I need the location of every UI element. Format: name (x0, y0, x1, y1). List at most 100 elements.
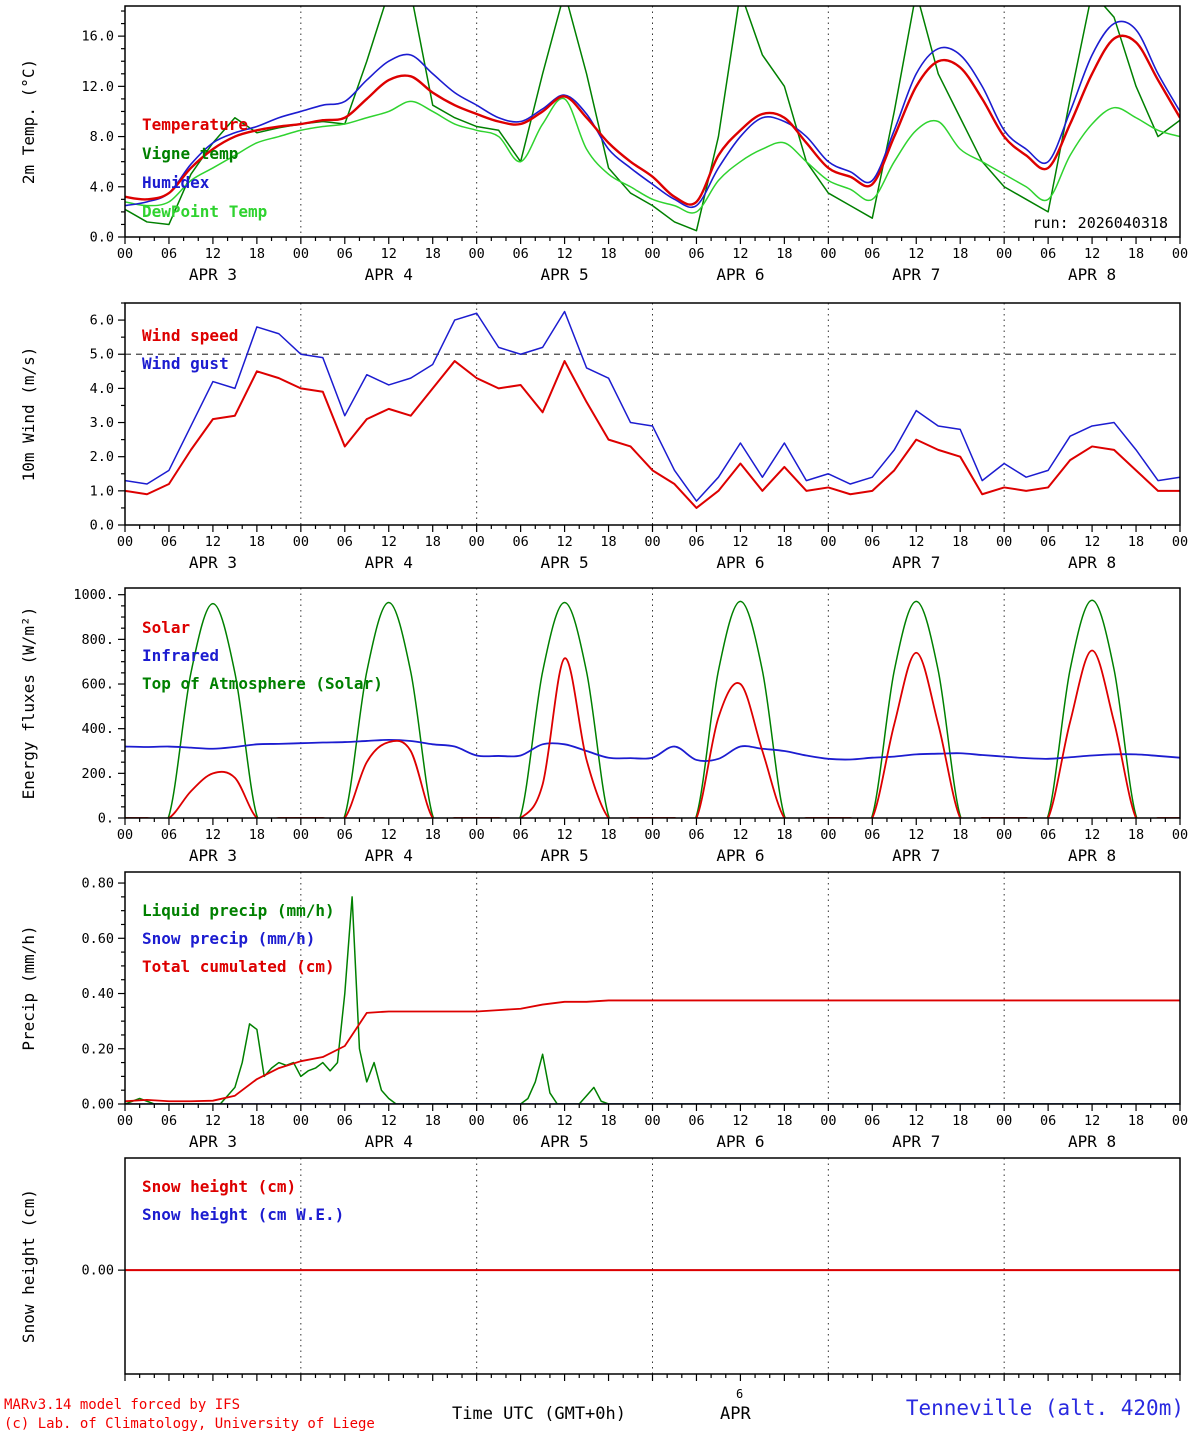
hour-tick-label: 18 (776, 827, 792, 843)
hour-tick-label: 06 (161, 246, 177, 262)
temperature-series (125, 34, 1180, 206)
hour-tick-label: 00 (293, 827, 309, 843)
hour-tick-label: 00 (644, 246, 660, 262)
hour-tick-label: 00 (644, 534, 660, 550)
y-tick-label: 0.0 (90, 230, 114, 246)
hour-tick-label: 00 (293, 246, 309, 262)
humidex-series (125, 20, 1180, 209)
day-label: APR 3 (189, 846, 237, 865)
legend-snow-height-cm-w-e: Snow height (cm W.E.) (142, 1205, 344, 1224)
snow-height-axis-title: Snow height (cm) (19, 1189, 38, 1343)
legend-snow-height-cm: Snow height (cm) (142, 1177, 296, 1196)
y-tick-label: 16.0 (81, 29, 114, 45)
hour-tick-label: 06 (161, 1383, 177, 1385)
y-tick-label: 0.0 (90, 518, 114, 534)
hour-tick-label: 18 (425, 1383, 441, 1385)
y-tick-label: 4.0 (90, 179, 114, 195)
hour-tick-label: 12 (1084, 1383, 1100, 1385)
hour-tick-label: 12 (908, 1383, 924, 1385)
run-label: run: 2026040318 (1033, 214, 1168, 232)
hour-tick-label: 00 (117, 1113, 133, 1129)
hour-tick-label: 06 (161, 1113, 177, 1129)
hour-tick-label: 06 (512, 246, 528, 262)
hour-tick-label: 00 (644, 1113, 660, 1129)
legend-dewpoint-temp: DewPoint Temp (142, 202, 267, 221)
time-axis-label: Time UTC (GMT+0h) (452, 1404, 626, 1424)
y-tick-label: 0. (98, 811, 114, 827)
hour-tick-label: 12 (732, 534, 748, 550)
day-label: APR 6 (716, 265, 764, 284)
wind-gust-series (125, 310, 1180, 502)
panel-frame (124, 871, 1181, 1105)
y-tick-label: 0.40 (81, 986, 114, 1002)
hour-tick-label: 18 (425, 827, 441, 843)
hour-tick-label: 06 (864, 1383, 880, 1385)
model-credit-line2: (c) Lab. of Climatology, University of L… (4, 1416, 375, 1432)
station-label: Tenneville (alt. 420m) (905, 1396, 1184, 1420)
hour-tick-label: 18 (249, 246, 265, 262)
legend-humidex: Humidex (142, 173, 210, 192)
hour-tick-label: 18 (1128, 534, 1144, 550)
hour-tick-label: 18 (249, 1113, 265, 1129)
legend-temperature: Temperature (142, 115, 248, 134)
hour-tick-label: 12 (556, 534, 572, 550)
panel-frame (124, 302, 1181, 526)
hour-tick-label: 00 (469, 246, 485, 262)
hour-tick-label: 06 (161, 534, 177, 550)
hour-tick-label: 18 (776, 1383, 792, 1385)
hour-tick-label: 06 (337, 1383, 353, 1385)
hour-tick-label: 12 (381, 246, 397, 262)
hour-tick-label: 00 (293, 1383, 309, 1385)
hour-tick-label: 18 (600, 1383, 616, 1385)
model-credit: MARv3.14 model forced by IFS (c) Lab. of… (4, 1396, 375, 1434)
hour-tick-label: 06 (688, 827, 704, 843)
y-tick-label: 12.0 (81, 79, 114, 95)
hour-tick-label: 18 (249, 827, 265, 843)
liquid-precip-series (125, 896, 1180, 1104)
hour-tick-label: 00 (1172, 1113, 1188, 1129)
hour-tick-label: 12 (908, 534, 924, 550)
hour-tick-label: 18 (1128, 1383, 1144, 1385)
y-tick-label: 1.0 (90, 483, 114, 499)
temperature-panel: 0.0 4.0 8.0 12.0 16.0 00 06 12 18 00 06 12 18 00 06 12 1… (19, 5, 1188, 284)
hour-tick-label: 00 (117, 827, 133, 843)
hour-tick-label: 00 (469, 1383, 485, 1385)
hour-tick-label: 18 (952, 827, 968, 843)
day-label: APR 6 (716, 1132, 764, 1151)
dewpoint-temp-series (125, 97, 1180, 214)
y-tick-label: 200. (81, 766, 114, 782)
y-tick-label: 0.00 (81, 1097, 114, 1113)
precip-axis-title: Precip (mm/h) (19, 925, 38, 1050)
legend-solar: Solar (142, 618, 190, 637)
hour-tick-label: 18 (952, 246, 968, 262)
panel-frame (124, 1157, 1181, 1375)
hour-tick-label: 00 (996, 827, 1012, 843)
top-of-atmosphere-solar-series (125, 599, 1180, 818)
hour-tick-label: 12 (205, 246, 221, 262)
hour-tick-label: 06 (1040, 1113, 1056, 1129)
hour-tick-label: 18 (1128, 246, 1144, 262)
hour-tick-label: 18 (600, 827, 616, 843)
hour-tick-label: 00 (644, 1383, 660, 1385)
hour-tick-label: 06 (864, 246, 880, 262)
hour-tick-label: 18 (952, 1383, 968, 1385)
hour-tick-label: 18 (1128, 1113, 1144, 1129)
total-cumulated-series (125, 999, 1180, 1103)
hour-tick-label: 00 (1172, 246, 1188, 262)
hour-tick-label: 06 (1040, 246, 1056, 262)
hour-tick-label: 18 (1128, 827, 1144, 843)
y-tick-label: 3.0 (90, 415, 114, 431)
hour-tick-label: 06 (512, 1113, 528, 1129)
precip-panel: 0.00 0.20 0.40 0.60 0.80 00 06 12 18 00 06 12 18 00 06… (19, 871, 1188, 1151)
y-tick-label: 4.0 (90, 381, 114, 397)
hour-tick-label: 12 (556, 1383, 572, 1385)
legend-wind-speed: Wind speed (142, 326, 238, 345)
hour-tick-label: 06 (1040, 1383, 1056, 1385)
day-label: APR 4 (365, 846, 413, 865)
hour-tick-label: 12 (205, 827, 221, 843)
y-tick-label: 800. (81, 632, 114, 648)
hour-tick-label: 12 (205, 534, 221, 550)
hour-tick-label: 06 (1040, 827, 1056, 843)
hour-tick-label: 06 (337, 1113, 353, 1129)
